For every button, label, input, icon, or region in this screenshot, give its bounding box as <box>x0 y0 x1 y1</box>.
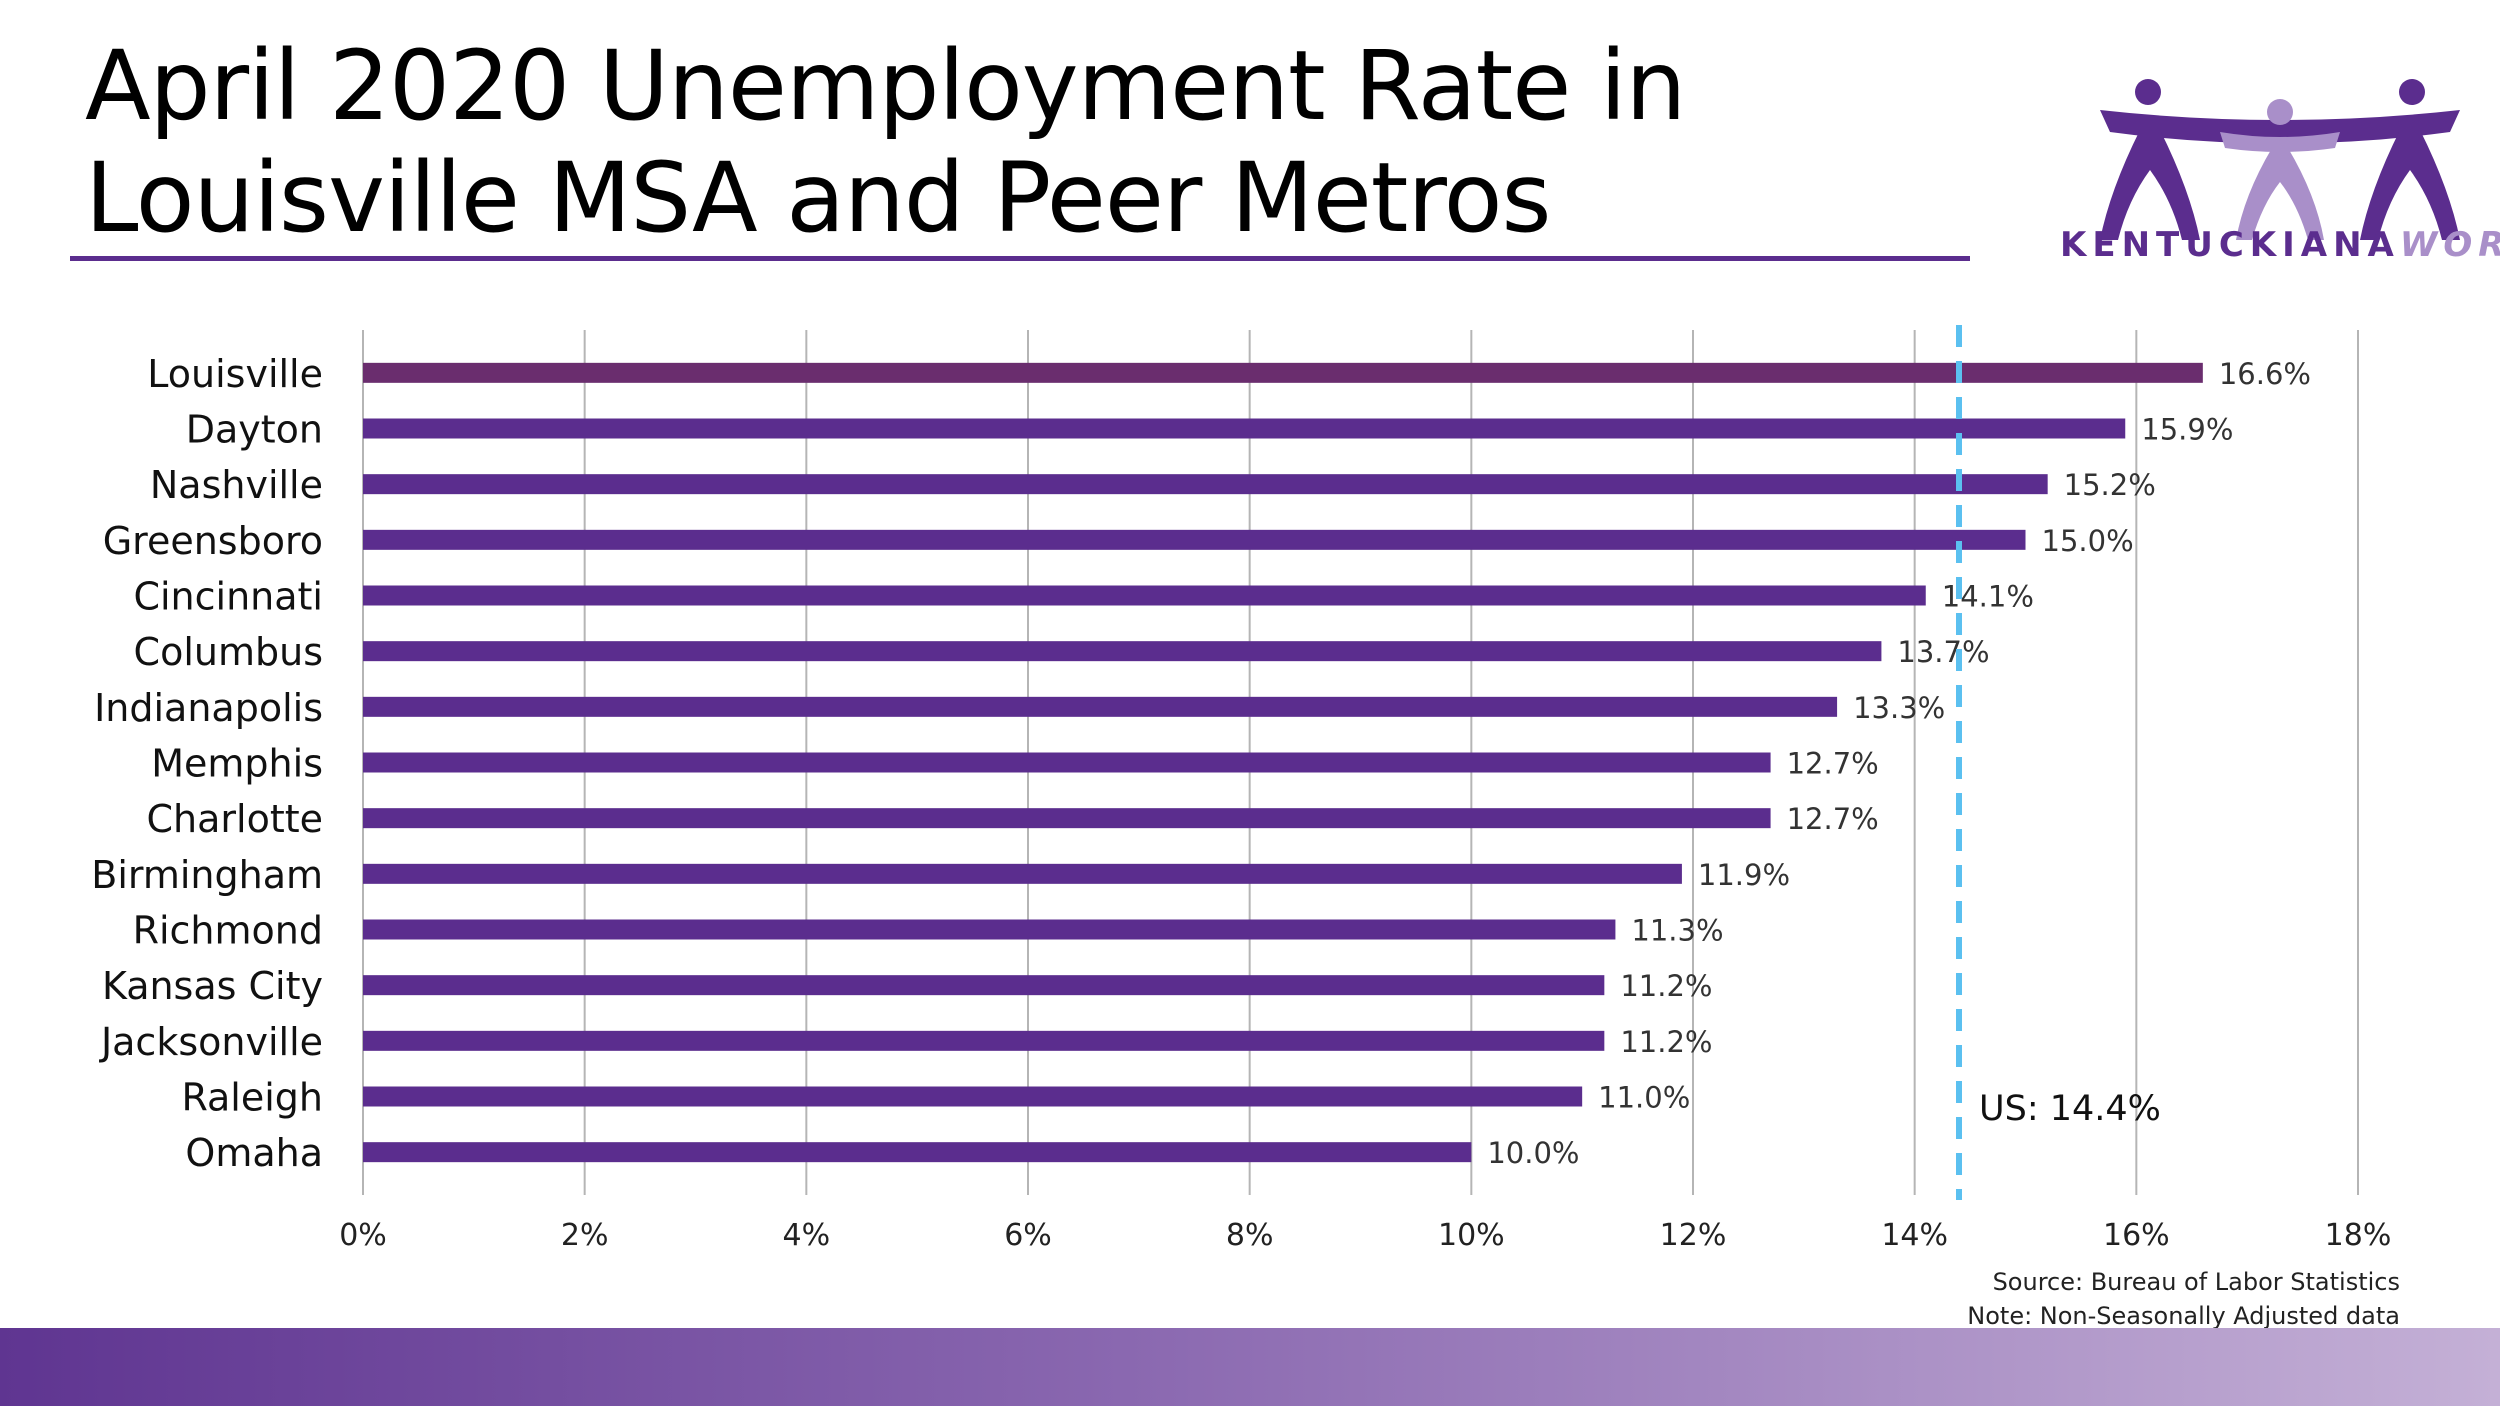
logo-text-works: WORKS <box>2399 225 2500 265</box>
data-label: 11.2% <box>1620 1025 1712 1059</box>
title-underline <box>70 256 1970 261</box>
bar <box>363 1030 1605 1051</box>
data-label: 11.3% <box>1631 914 1723 948</box>
title-line-2: Louisville MSA and Peer Metros <box>85 142 1552 254</box>
category-label: Indianapolis <box>94 686 323 730</box>
bar <box>363 696 1838 717</box>
category-label: Birmingham <box>91 853 323 897</box>
bar <box>363 752 1771 773</box>
category-label: Memphis <box>151 742 323 786</box>
category-label: Omaha <box>185 1131 323 1175</box>
x-tick-label: 8% <box>1226 1218 1274 1253</box>
data-label: 11.0% <box>1598 1081 1690 1115</box>
data-label: 12.7% <box>1787 747 1879 781</box>
title-line-1: April 2020 Unemployment Rate in <box>85 30 1686 142</box>
x-tick-label: 10% <box>1438 1218 1505 1253</box>
bar <box>363 863 1682 884</box>
logo-wordmark: KENTUCKIANAWORKS <box>2060 225 2500 265</box>
category-label: Nashville <box>150 463 323 507</box>
data-label: 13.3% <box>1853 691 1945 725</box>
bar <box>363 474 2048 495</box>
category-label: Dayton <box>186 408 323 452</box>
x-tick-label: 14% <box>1881 1218 1948 1253</box>
x-tick-label: 6% <box>1004 1218 1052 1253</box>
category-label: Kansas City <box>102 964 323 1008</box>
category-label: Columbus <box>134 630 323 674</box>
x-tick-label: 0% <box>339 1218 387 1253</box>
bar <box>363 362 2203 383</box>
category-label: Richmond <box>133 909 323 953</box>
bar <box>363 1086 1583 1107</box>
data-label: 12.7% <box>1787 802 1879 836</box>
category-label: Greensboro <box>103 519 323 563</box>
data-label: 16.6% <box>2219 357 2311 391</box>
x-tick-label: 2% <box>561 1218 609 1253</box>
bar <box>363 919 1616 940</box>
data-label: 13.7% <box>1897 635 1989 669</box>
category-label: Louisville <box>147 352 323 396</box>
data-label: 10.0% <box>1487 1136 1579 1170</box>
category-label: Charlotte <box>146 797 323 841</box>
bar <box>363 975 1605 996</box>
data-label: 11.9% <box>1698 858 1790 892</box>
bar <box>363 418 2126 439</box>
data-label: 15.0% <box>2042 524 2134 558</box>
us-reference-label: US: 14.4% <box>1979 1089 2161 1129</box>
data-label: 14.1% <box>1942 580 2034 614</box>
bar <box>363 529 2026 550</box>
source-text: Source: Bureau of Labor Statistics <box>1992 1268 2400 1296</box>
x-tick-label: 4% <box>783 1218 831 1253</box>
x-tick-label: 16% <box>2103 1218 2170 1253</box>
note-text: Note: Non-Seasonally Adjusted data <box>1967 1302 2400 1330</box>
category-label: Raleigh <box>181 1076 323 1120</box>
bar <box>363 585 1926 606</box>
x-tick-label: 18% <box>2325 1218 2392 1253</box>
bar <box>363 1142 1472 1163</box>
footer-gradient-bar <box>0 1328 2500 1406</box>
logo-text-kentuckiana: KENTUCKIANA <box>2060 225 2400 265</box>
bar <box>363 808 1771 829</box>
data-label: 11.2% <box>1620 969 1712 1003</box>
bar <box>363 641 1882 662</box>
data-label: 15.2% <box>2064 468 2156 502</box>
source-notes: Source: Bureau of Labor Statistics Note:… <box>1967 1265 2400 1333</box>
unemployment-bar-chart: 0% 2% 4% 6% 8% 10% 12% 14% 16% 18% Louisville 16.6%… <box>91 325 2392 1253</box>
category-label: Jacksonville <box>99 1020 323 1064</box>
page-title: April 2020 Unemployment Rate in Louisvil… <box>85 30 1935 254</box>
data-label: 15.9% <box>2141 413 2233 447</box>
category-label: Cincinnati <box>133 575 323 619</box>
x-tick-label: 12% <box>1660 1218 1727 1253</box>
three-people-holding-hands-icon <box>2100 79 2460 240</box>
